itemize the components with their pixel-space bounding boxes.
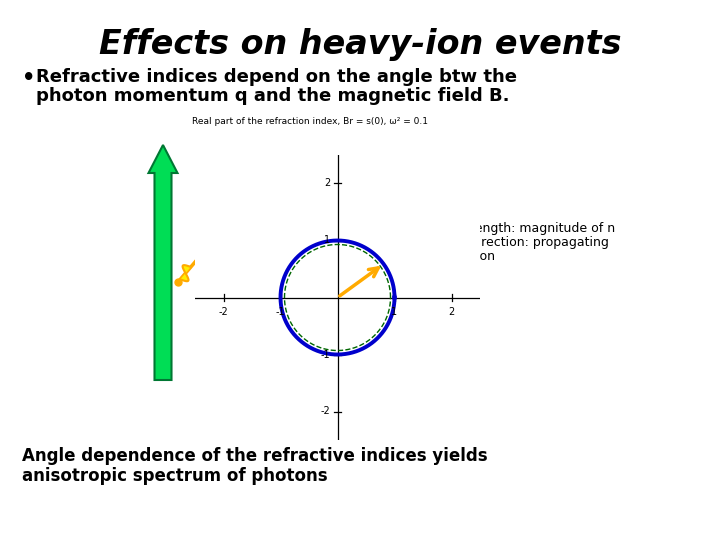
Polygon shape [210, 230, 221, 246]
Text: 1: 1 [324, 235, 330, 246]
Text: -2: -2 [320, 407, 330, 416]
Polygon shape [225, 212, 236, 228]
Text: 2: 2 [449, 307, 454, 317]
Polygon shape [180, 265, 191, 281]
Text: anisotropic spectrum of photons: anisotropic spectrum of photons [22, 467, 328, 485]
Text: Refractive indices depend on the angle btw the: Refractive indices depend on the angle b… [36, 68, 517, 86]
Text: -2: -2 [219, 307, 228, 317]
Text: 1: 1 [392, 307, 397, 317]
Text: Length: magnitude of n: Length: magnitude of n [468, 222, 615, 235]
Text: Effects on heavy-ion events: Effects on heavy-ion events [99, 28, 621, 61]
Text: •: • [22, 68, 35, 88]
Text: Angle dependence of the refractive indices yields: Angle dependence of the refractive indic… [22, 447, 487, 465]
Text: direction: direction [441, 250, 495, 263]
Text: -1: -1 [320, 349, 330, 360]
Text: photon momentum q and the magnetic field B.: photon momentum q and the magnetic field… [36, 87, 510, 105]
Polygon shape [195, 247, 206, 264]
Text: Direction: propagating: Direction: propagating [468, 236, 609, 249]
FancyArrow shape [176, 200, 248, 283]
Text: Real part of the refraction index, Br = s(0), ω² = 0.1: Real part of the refraction index, Br = … [192, 117, 428, 126]
FancyArrow shape [148, 145, 178, 380]
Text: -1: -1 [276, 307, 285, 317]
Text: 2: 2 [324, 179, 330, 188]
